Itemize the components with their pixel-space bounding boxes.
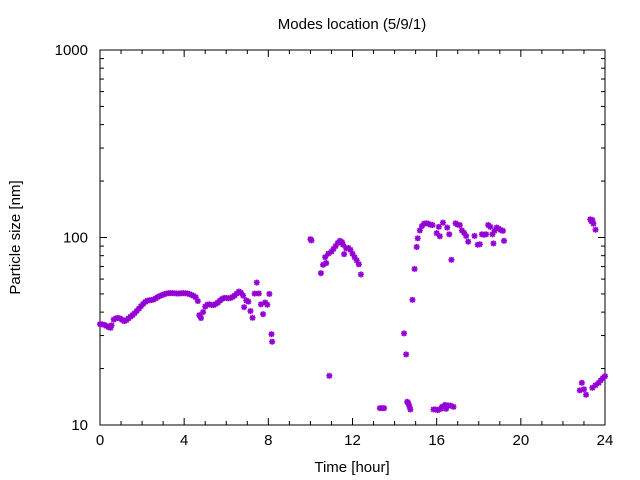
data-point — [268, 331, 275, 338]
data-point — [501, 237, 507, 244]
data-point — [323, 260, 330, 267]
data-point — [266, 290, 273, 297]
data-point — [241, 304, 248, 311]
data-point — [198, 315, 204, 322]
data-point — [403, 351, 410, 358]
data-point — [456, 222, 463, 229]
data-point — [253, 279, 260, 286]
data-point — [355, 261, 362, 268]
data-point — [269, 338, 276, 345]
x-tick-label: 24 — [597, 432, 614, 449]
data-point — [317, 270, 324, 277]
y-tick-label: 100 — [63, 230, 88, 247]
data-point — [341, 251, 348, 258]
data-point — [407, 406, 414, 413]
data-point — [490, 240, 497, 247]
data-point — [326, 372, 333, 379]
data-point — [602, 373, 608, 380]
data-point — [411, 265, 418, 272]
data-point — [260, 311, 267, 318]
x-axis-label: Time [hour] — [314, 459, 389, 476]
data-point — [357, 271, 364, 278]
data-point — [592, 226, 599, 233]
data-point — [590, 220, 597, 227]
x-tick-label: 20 — [512, 432, 529, 449]
data-point — [255, 290, 262, 297]
data-point — [249, 314, 256, 321]
data-point — [448, 256, 455, 263]
data-point — [414, 235, 421, 242]
data-point — [487, 223, 494, 230]
y-tick-label: 1000 — [55, 42, 88, 59]
y-tick-label: 10 — [71, 417, 88, 434]
data-point — [465, 238, 472, 245]
data-point — [338, 239, 345, 246]
data-point — [308, 237, 315, 244]
data-point — [245, 298, 252, 305]
data-point — [578, 379, 585, 386]
data-point — [194, 298, 201, 305]
data-point — [499, 227, 506, 234]
x-tick-label: 16 — [428, 432, 445, 449]
data-point — [489, 231, 496, 238]
data-point — [264, 301, 271, 308]
data-point — [483, 231, 490, 238]
x-tick-label: 8 — [264, 432, 272, 449]
data-point — [476, 241, 483, 248]
chart-title: Modes location (5/9/1) — [278, 16, 426, 33]
x-tick-label: 0 — [96, 432, 104, 449]
data-point — [444, 224, 451, 231]
data-point — [439, 219, 446, 226]
data-point — [583, 391, 590, 398]
data-point — [463, 232, 470, 239]
data-point — [429, 222, 436, 229]
data-point — [381, 405, 388, 412]
plot-area-frame — [99, 49, 606, 426]
data-point — [580, 386, 587, 393]
data-point — [436, 233, 443, 240]
data-point — [589, 384, 596, 391]
data-point — [435, 223, 442, 230]
data-point — [446, 231, 453, 238]
x-tick-label: 12 — [344, 432, 361, 449]
y-axis-label: Particle size [nm] — [7, 180, 24, 294]
x-tick-label: 4 — [180, 432, 188, 449]
data-point — [471, 232, 478, 239]
data-point — [108, 322, 115, 329]
data-point — [200, 309, 207, 316]
data-point — [413, 243, 420, 250]
data-point — [240, 292, 247, 299]
data-point — [247, 308, 254, 315]
data-point — [409, 296, 416, 303]
axis-ticks: 0 4 8 12 16 20 24 10 100 1000 — [55, 42, 614, 449]
data-points — [97, 216, 608, 414]
data-point — [450, 403, 457, 410]
data-point — [401, 330, 408, 337]
